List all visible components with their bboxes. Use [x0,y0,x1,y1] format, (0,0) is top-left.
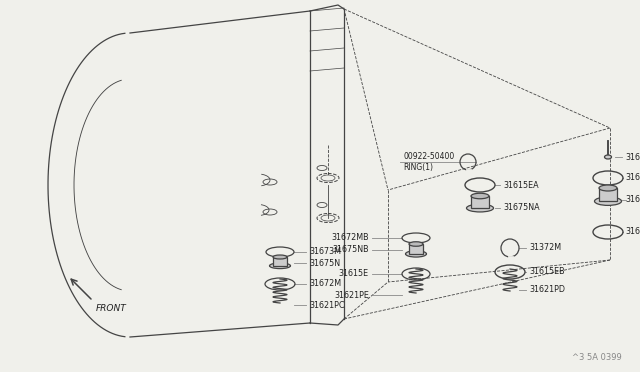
Ellipse shape [269,263,291,269]
Ellipse shape [471,193,489,199]
Text: 31672M: 31672M [309,279,341,289]
Text: 31675NB: 31675NB [332,246,369,254]
Bar [599,188,617,201]
Text: 31621PC: 31621PC [309,301,344,310]
Text: 31615EB: 31615EB [529,267,564,276]
Text: 31621PE: 31621PE [334,291,369,299]
Text: ^3 5A 0399: ^3 5A 0399 [572,353,622,362]
Text: 00922-50400
RING(1): 00922-50400 RING(1) [403,152,454,172]
Text: 31673M: 31673M [309,247,341,257]
Text: 31621PF: 31621PF [625,153,640,161]
Text: 31372M: 31372M [529,244,561,253]
Ellipse shape [409,242,423,246]
Bar [273,257,287,266]
Text: 31672MA: 31672MA [625,228,640,237]
Text: FRONT: FRONT [96,304,127,313]
Text: 31615EA: 31615EA [503,180,539,189]
Ellipse shape [467,204,493,212]
Text: 31675N: 31675N [309,259,340,267]
Text: 31672MB: 31672MB [332,234,369,243]
Ellipse shape [406,251,426,257]
Bar [409,244,423,254]
Text: 31675NA: 31675NA [503,203,540,212]
Ellipse shape [599,185,617,191]
Text: 31615E: 31615E [339,269,369,279]
Ellipse shape [595,197,621,205]
Ellipse shape [273,255,287,259]
Ellipse shape [605,155,611,159]
Bar [471,196,489,208]
Text: 31675NC: 31675NC [625,196,640,205]
Text: 31621PD: 31621PD [529,285,565,295]
Text: 31673MA: 31673MA [625,173,640,183]
